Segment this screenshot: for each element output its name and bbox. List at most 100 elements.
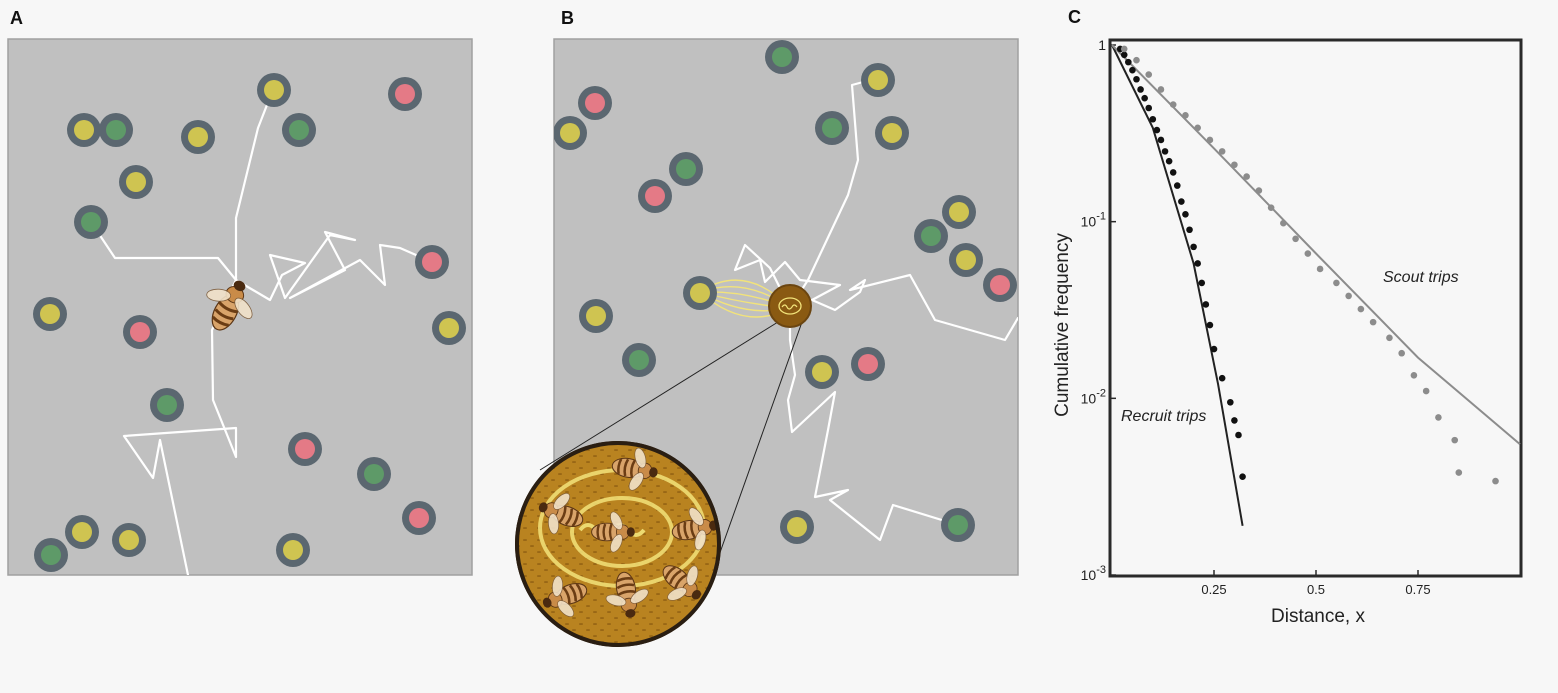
- data-point-scout: [1333, 279, 1340, 287]
- data-point-recruit: [1153, 126, 1161, 134]
- flower-red: [983, 268, 1017, 302]
- foraging-trail-b-3: [786, 306, 960, 542]
- panel-a-letter: A: [10, 8, 23, 28]
- data-point-recruit: [1178, 198, 1185, 205]
- data-point-recruit: [1120, 51, 1128, 59]
- data-point-recruit: [1173, 182, 1181, 189]
- flower-yellow: [257, 73, 291, 107]
- flower-red: [578, 86, 612, 120]
- data-point-recruit: [1194, 260, 1201, 267]
- flowers-a: [33, 73, 466, 572]
- foraging-trail-a-2: [234, 90, 274, 282]
- data-point-recruit: [1125, 58, 1132, 66]
- data-point-recruit: [1239, 473, 1246, 481]
- data-point-scout: [1267, 204, 1275, 211]
- data-point-recruit: [1227, 398, 1234, 406]
- flower-yellow: [579, 299, 613, 333]
- flower-red: [402, 501, 436, 535]
- data-point-recruit: [1169, 169, 1177, 176]
- data-point-recruit: [1137, 86, 1144, 93]
- data-point-scout: [1435, 414, 1442, 421]
- fit-line-scout: [1111, 44, 1521, 445]
- data-point-scout: [1422, 387, 1430, 395]
- flower-green: [914, 219, 948, 253]
- series-label-scout: Scout trips: [1383, 269, 1459, 286]
- data-point-scout: [1345, 292, 1352, 300]
- x-tick-label: 0.5: [1307, 582, 1325, 597]
- data-point-recruit: [1141, 94, 1148, 102]
- series-label-recruit: Recruit trips: [1121, 408, 1206, 425]
- y-axis-label: Cumulative frequency: [1052, 233, 1073, 417]
- foraging-trail-a-3: [234, 230, 434, 302]
- flower-yellow: [861, 63, 895, 97]
- data-point-scout: [1169, 101, 1177, 108]
- data-point-scout: [1145, 71, 1153, 78]
- data-point-recruit: [1149, 115, 1157, 123]
- hive-icon: [768, 284, 812, 328]
- x-tick-label: 0.25: [1201, 582, 1226, 597]
- data-point-scout: [1357, 305, 1365, 313]
- data-point-recruit: [1133, 75, 1140, 83]
- data-point-scout: [1455, 469, 1463, 476]
- data-point-scout: [1243, 173, 1250, 180]
- flower-yellow: [805, 355, 839, 389]
- data-point-scout: [1398, 349, 1405, 357]
- data-point-scout: [1231, 161, 1238, 169]
- flower-yellow: [119, 165, 153, 199]
- flower-red: [123, 315, 157, 349]
- data-point-recruit: [1182, 211, 1189, 218]
- data-point-scout: [1157, 86, 1165, 93]
- data-point-scout: [1304, 250, 1312, 257]
- zoom-line-right: [711, 321, 803, 576]
- data-point-scout: [1218, 148, 1226, 155]
- y-tick-label: 1: [1098, 37, 1106, 53]
- y-tick-label: 10-2: [1081, 387, 1106, 406]
- flower-yellow: [780, 510, 814, 544]
- flower-red: [415, 245, 449, 279]
- flower-yellow: [33, 297, 67, 331]
- data-point-recruit: [1186, 226, 1193, 234]
- data-point-recruit: [1235, 431, 1242, 439]
- data-point-recruit: [1157, 136, 1165, 144]
- data-point-recruit: [1129, 66, 1136, 74]
- data-point-recruit: [1198, 279, 1206, 287]
- panel-b: [515, 38, 1019, 647]
- flower-red: [388, 77, 422, 111]
- flower-green: [669, 152, 703, 186]
- flower-green: [74, 205, 108, 239]
- zoom-line-left: [539, 321, 779, 471]
- data-point-recruit: [1206, 321, 1214, 329]
- data-point-scout: [1369, 318, 1377, 326]
- data-point-scout: [1182, 112, 1189, 119]
- data-point-scout: [1120, 45, 1128, 53]
- flower-yellow: [942, 195, 976, 229]
- panel-c-letter: C: [1068, 7, 1081, 27]
- flower-yellow: [181, 120, 215, 154]
- data-point-scout: [1194, 124, 1201, 132]
- flower-green: [941, 508, 975, 542]
- x-tick-label: 0.75: [1405, 582, 1430, 597]
- data-point-scout: [1451, 436, 1459, 444]
- foraging-trail-b: [788, 76, 880, 310]
- flower-green: [815, 111, 849, 145]
- flower-yellow: [112, 523, 146, 557]
- x-axis-ticks: 0.25 0.5 0.75: [1201, 570, 1431, 597]
- data-point-recruit: [1165, 157, 1173, 165]
- flower-green: [765, 40, 799, 74]
- panel-b-letter: B: [561, 8, 574, 28]
- flower-green: [622, 343, 656, 377]
- data-point-scout: [1133, 56, 1140, 64]
- data-point-scout: [1316, 265, 1324, 273]
- flower-yellow: [949, 243, 983, 277]
- foraging-trail-b-2: [733, 243, 1018, 342]
- data-point-scout: [1410, 372, 1418, 379]
- flower-yellow: [65, 515, 99, 549]
- foraging-trail-a: [89, 220, 238, 575]
- data-point-recruit: [1145, 104, 1153, 112]
- y-axis-ticks: 1 10-1 10-2 10-3: [1081, 37, 1116, 583]
- flower-green: [282, 113, 316, 147]
- flower-green: [357, 457, 391, 491]
- x-axis-label: Distance, x: [1271, 606, 1365, 627]
- data-point-recruit: [1210, 345, 1218, 353]
